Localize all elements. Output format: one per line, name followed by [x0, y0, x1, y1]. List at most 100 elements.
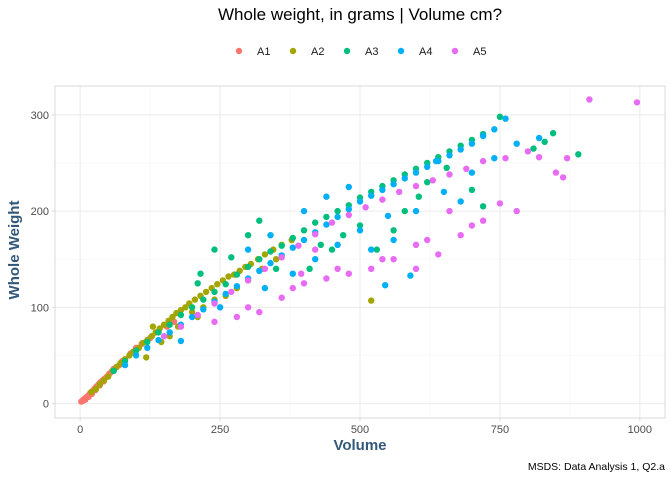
legend-key-a3 — [343, 47, 351, 55]
data-point-a4 — [132, 352, 140, 359]
data-point-a4 — [424, 163, 431, 170]
data-point-a5 — [412, 241, 420, 248]
data-point-a3 — [197, 270, 204, 277]
x-tick-label: 0 — [77, 424, 83, 436]
data-point-a4 — [468, 169, 476, 176]
data-point-a4 — [390, 181, 397, 188]
data-point-a5 — [233, 313, 241, 321]
data-point-a3 — [211, 288, 218, 296]
data-point-a2 — [272, 256, 280, 263]
plot-panel — [54, 85, 666, 419]
data-point-a3 — [132, 347, 140, 354]
data-point-a5 — [278, 294, 285, 301]
data-point-a5 — [559, 174, 567, 181]
data-point-a2 — [105, 373, 112, 380]
y-tick-label: 300 — [31, 110, 49, 122]
y-tick-label: 0 — [43, 399, 49, 411]
x-axis-title: Volume — [333, 437, 386, 454]
data-point-a3 — [300, 227, 308, 234]
data-point-a5 — [463, 165, 470, 172]
data-point-a4 — [177, 337, 185, 345]
data-point-a5 — [496, 200, 504, 207]
data-point-a5 — [586, 96, 593, 103]
data-point-a4 — [233, 283, 241, 290]
data-point-a5 — [435, 251, 442, 258]
data-point-a5 — [278, 254, 285, 261]
x-tick-label: 250 — [211, 424, 229, 436]
data-point-a4 — [368, 246, 375, 253]
data-point-a4 — [300, 207, 308, 215]
data-point-a2 — [191, 296, 199, 303]
data-point-a4 — [432, 157, 440, 165]
data-point-a4 — [457, 198, 464, 205]
data-point-a4 — [502, 115, 509, 122]
y-tick-label: 100 — [31, 302, 49, 314]
data-point-a5 — [412, 182, 420, 190]
data-point-a4 — [407, 272, 414, 279]
data-point-a5 — [298, 270, 305, 277]
data-point-a5 — [379, 196, 386, 203]
data-point-a5 — [424, 236, 431, 244]
data-point-a5 — [256, 308, 263, 316]
data-point-a3 — [267, 248, 274, 255]
data-point-a2 — [225, 273, 232, 280]
data-point-a3 — [323, 213, 330, 221]
data-point-a4 — [384, 212, 392, 220]
data-point-a2 — [92, 385, 100, 393]
legend-label: A3 — [365, 46, 378, 58]
data-point-a3 — [233, 271, 241, 278]
legend-key-a1 — [235, 47, 243, 55]
data-point-a4 — [457, 146, 464, 153]
data-point-a5 — [289, 284, 296, 292]
data-point-a3 — [541, 138, 548, 145]
data-point-a5 — [362, 204, 369, 211]
data-point-a3 — [415, 193, 422, 200]
data-point-a5 — [328, 219, 336, 226]
legend-label: A2 — [311, 46, 324, 58]
legend-key-a2 — [289, 47, 297, 55]
data-point-a4 — [188, 313, 196, 321]
data-point-a3 — [166, 321, 173, 328]
data-point-a3 — [424, 179, 431, 186]
data-point-a3 — [496, 113, 504, 121]
data-point-a4 — [513, 140, 520, 147]
data-point-a5 — [502, 155, 509, 162]
data-point-a3 — [244, 232, 252, 239]
data-point-a5 — [194, 311, 201, 319]
data-point-a3 — [306, 265, 313, 272]
data-point-a5 — [345, 211, 352, 219]
data-point-a4 — [345, 183, 352, 191]
legend-label: A1 — [257, 46, 270, 58]
data-point-a5 — [244, 277, 252, 284]
data-point-a3 — [443, 164, 450, 171]
data-point-a5 — [300, 280, 308, 287]
data-point-a4 — [267, 232, 274, 239]
data-point-a5 — [295, 242, 302, 249]
data-point-a2 — [261, 251, 269, 258]
data-point-a4 — [216, 304, 224, 311]
data-point-a4 — [200, 306, 207, 313]
data-point-a4 — [256, 267, 263, 274]
data-point-a5 — [535, 154, 543, 161]
data-point-a4 — [155, 336, 162, 344]
data-point-a4 — [368, 192, 375, 199]
x-tick-label: 750 — [491, 424, 509, 436]
chart-title: Whole weight, in grams | Volume cm? — [218, 5, 502, 24]
data-point-a4 — [379, 186, 386, 194]
data-point-a4 — [491, 126, 498, 133]
legend-label: A5 — [473, 46, 486, 58]
data-point-a5 — [177, 323, 185, 330]
data-point-a5 — [552, 169, 560, 176]
data-point-a5 — [633, 99, 641, 106]
data-point-a3 — [222, 281, 229, 288]
data-point-a5 — [390, 256, 397, 263]
data-point-a3 — [256, 217, 263, 224]
x-tick-label: 1000 — [628, 424, 652, 436]
data-point-a5 — [468, 222, 476, 229]
axes: 0 250 500 750 1000 0 100 200 300 — [31, 110, 652, 436]
data-point-a5 — [323, 275, 330, 282]
data-point-a3 — [194, 280, 201, 287]
data-point-a4 — [267, 259, 274, 267]
data-point-a5 — [479, 217, 487, 224]
